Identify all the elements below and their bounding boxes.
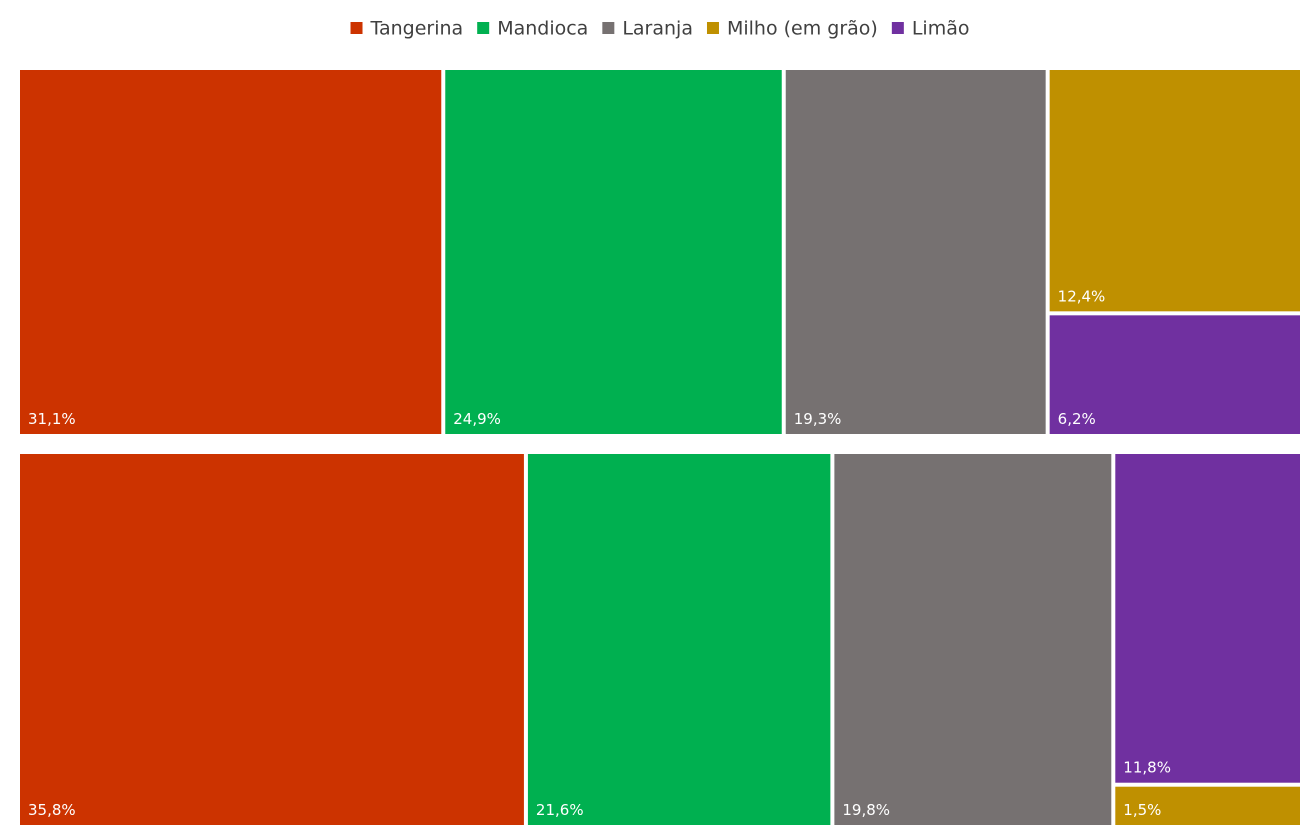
tile-label: 19,3% [794, 410, 842, 428]
treemap-tile [445, 70, 782, 434]
tile-label: 12,4% [1058, 287, 1106, 305]
treemap-tile [20, 70, 442, 434]
tile-label: 6,2% [1058, 410, 1096, 428]
legend-swatch [706, 22, 719, 34]
treemap-tile [1115, 786, 1300, 825]
legend-label: Tangerina [370, 18, 464, 40]
tile-label: 31,1% [28, 410, 76, 428]
treemap-tile [1049, 315, 1300, 434]
legend-label: Laranja [622, 18, 693, 40]
treemap-tile [834, 454, 1112, 825]
treemap-tile [1115, 454, 1300, 783]
legend-label: Mandioca [497, 18, 588, 40]
tile-label: 1,5% [1123, 801, 1161, 819]
legend-label: Milho (em grão) [727, 18, 878, 40]
tile-label: 21,6% [536, 801, 584, 819]
tile-label: 11,8% [1123, 759, 1171, 777]
tile-label: 24,9% [453, 410, 501, 428]
treemap-tile [527, 454, 831, 825]
treemap-tile [1049, 70, 1300, 312]
legend-swatch [602, 22, 615, 34]
legend-swatch [477, 22, 490, 34]
legend-swatch [350, 22, 363, 34]
legend-swatch [891, 22, 904, 34]
treemap-tile [20, 454, 524, 825]
treemap-tile [785, 70, 1046, 434]
legend-label: Limão [912, 18, 970, 40]
tile-label: 19,8% [842, 801, 890, 819]
tile-label: 35,8% [28, 801, 76, 819]
